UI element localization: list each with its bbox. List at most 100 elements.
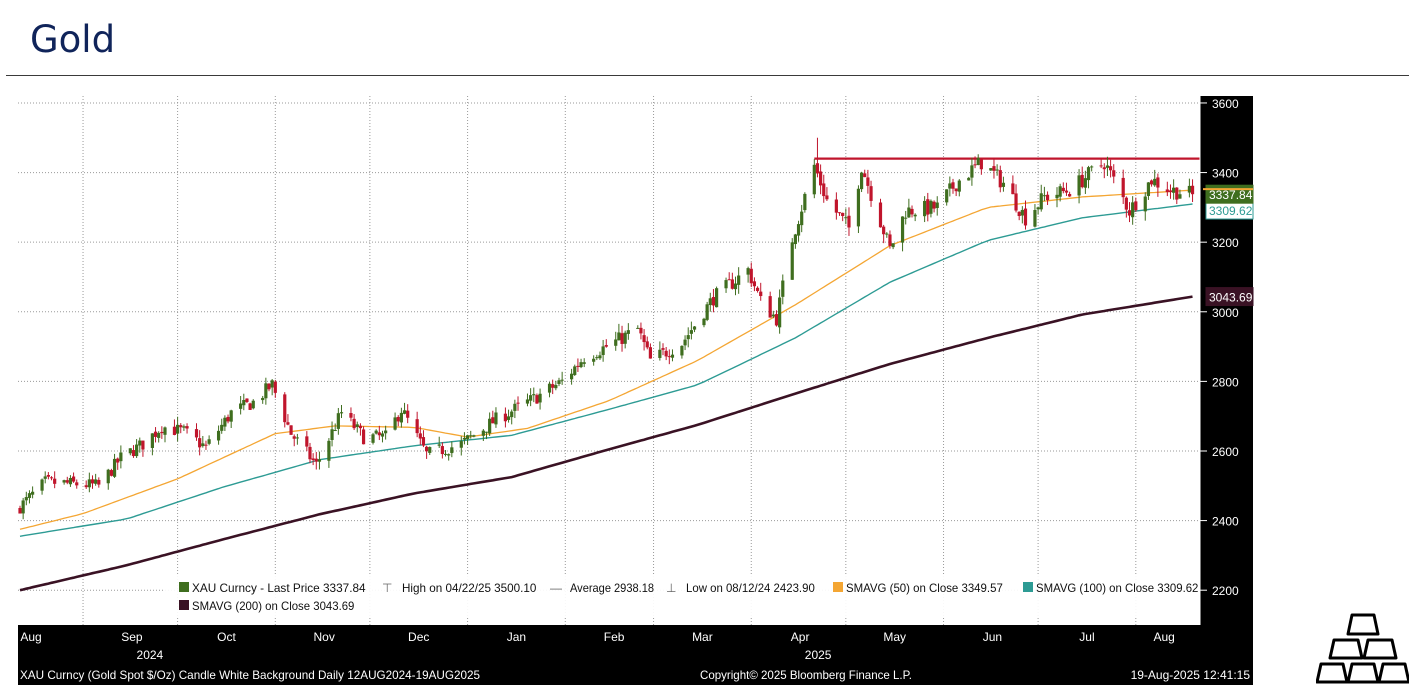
candle	[796, 220, 801, 242]
footer-bar: XAU Curncy (Gold Spot $/Oz) Candle White…	[18, 665, 1253, 685]
candle-body	[182, 426, 186, 428]
candle	[913, 213, 917, 222]
candle-body	[878, 202, 883, 228]
candle	[261, 395, 265, 404]
candle-body	[286, 422, 290, 425]
candle-body	[53, 478, 57, 484]
candle	[749, 262, 753, 288]
candle-body	[598, 355, 602, 359]
candle-body	[951, 182, 955, 189]
candle	[1121, 169, 1125, 205]
candle-body	[885, 233, 889, 235]
x-year-label: 2024	[137, 648, 164, 662]
candle-body	[355, 424, 359, 427]
candle-body	[904, 217, 908, 219]
candle-body	[402, 410, 407, 414]
legend-text: High on 04/22/25 3500.10	[402, 581, 537, 595]
candle	[771, 310, 775, 319]
candle-body	[469, 435, 473, 437]
candle-body	[1061, 187, 1065, 192]
candle-body	[62, 480, 66, 483]
candle	[229, 409, 233, 429]
candle-body	[216, 430, 221, 441]
candle-body	[907, 207, 911, 218]
candle	[1061, 182, 1065, 194]
footer-left: XAU Curncy (Gold Spot $/Oz) Candle White…	[20, 668, 480, 682]
candle	[380, 430, 385, 443]
candle	[1045, 191, 1050, 206]
candle	[119, 445, 123, 469]
candle	[194, 423, 199, 441]
candle	[774, 310, 779, 327]
y-tick-label: 3600	[1212, 97, 1239, 111]
candle	[645, 336, 649, 350]
candle	[992, 157, 996, 179]
candle-body	[327, 440, 331, 461]
candle-body	[1017, 211, 1021, 217]
candle	[440, 442, 444, 459]
candle-body	[179, 425, 183, 428]
candle-body	[339, 412, 344, 414]
candle	[604, 339, 608, 348]
x-month-label: Dec	[408, 630, 429, 644]
x-axis-background	[18, 625, 1253, 665]
candle	[989, 168, 993, 171]
candle-body	[856, 188, 861, 227]
candle	[1020, 206, 1024, 224]
candle-body	[358, 425, 363, 429]
candle-body	[737, 275, 741, 285]
candle-body	[532, 394, 536, 396]
candle-body	[506, 416, 511, 420]
candle-body	[1112, 170, 1116, 177]
candle	[223, 415, 227, 432]
candle	[1156, 173, 1160, 197]
candle	[951, 178, 955, 194]
x-month-label: Apr	[791, 630, 810, 644]
candle-body	[317, 459, 322, 462]
candle	[683, 335, 687, 351]
legend-swatch	[833, 582, 843, 592]
candle-body	[352, 418, 356, 429]
candle	[923, 196, 927, 223]
candle	[358, 423, 363, 436]
candle	[336, 407, 340, 435]
candle	[1058, 183, 1062, 202]
candle	[97, 477, 101, 488]
candle	[421, 430, 426, 448]
candle	[1102, 163, 1106, 179]
candle-body	[1011, 183, 1015, 195]
candle-body	[570, 373, 574, 380]
candle	[84, 480, 88, 489]
candle-body	[822, 183, 826, 197]
candle-body	[689, 330, 693, 334]
candle	[790, 238, 794, 280]
candle	[551, 379, 555, 395]
candle-body	[481, 430, 485, 436]
candle	[815, 137, 820, 178]
candle-body	[245, 398, 249, 402]
candle	[819, 164, 823, 195]
candle	[529, 388, 533, 407]
candle	[172, 419, 177, 436]
x-month-label: Jul	[1079, 630, 1094, 644]
candle	[538, 388, 542, 410]
candle-body	[43, 476, 47, 479]
candle-body	[535, 395, 539, 404]
candle	[598, 351, 602, 360]
candle	[112, 453, 117, 478]
candle	[778, 289, 782, 334]
candle-body	[998, 170, 1002, 188]
candle-body	[380, 433, 385, 437]
candle	[503, 407, 508, 428]
candle	[623, 330, 627, 349]
candle	[1108, 159, 1113, 178]
candle-body	[40, 479, 44, 491]
candle-body	[1102, 167, 1106, 170]
candle	[1153, 169, 1157, 187]
candle-body	[437, 444, 441, 446]
legend-text: XAU Curncy - Last Price 3337.84	[192, 581, 366, 595]
candle	[636, 325, 640, 329]
candle-body	[645, 341, 649, 348]
candle-body	[573, 366, 577, 375]
